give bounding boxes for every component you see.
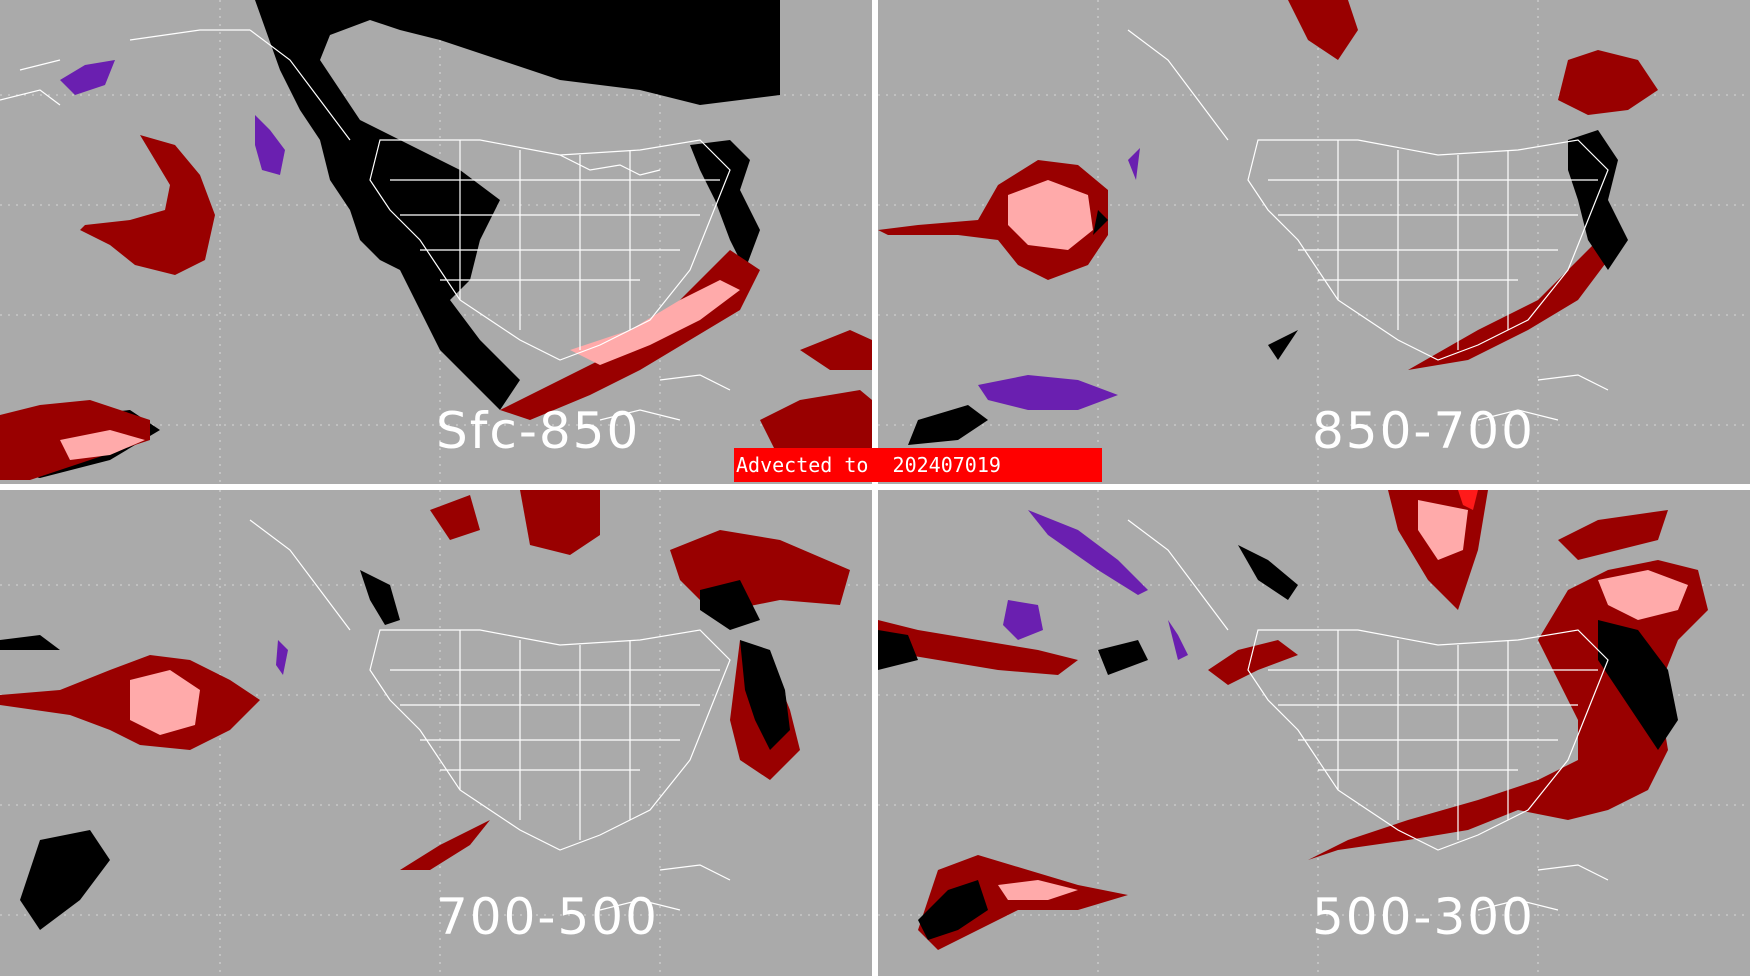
purple-region: [978, 148, 1140, 410]
black-region: [908, 130, 1628, 445]
map-canvas: [878, 0, 1750, 484]
graticule: [878, 490, 1750, 976]
bright-red-region: [1458, 490, 1478, 510]
purple-region: [1003, 510, 1188, 660]
map-boundaries: [1127, 519, 1609, 911]
map-boundaries: [0, 29, 731, 421]
pink-region: [1008, 180, 1093, 250]
pink-region: [130, 670, 200, 735]
black-region: [878, 545, 1678, 940]
map-panel-700-500: 700-500: [0, 490, 872, 976]
level-label: 700-500: [436, 888, 659, 946]
level-label: Sfc-850: [436, 402, 641, 460]
map-panel-sfc-850: Sfc-850: [0, 0, 872, 484]
map-boundaries: [249, 519, 731, 911]
advected-date-banner: Advected to 202407019: [734, 448, 1102, 482]
pink-region: [998, 500, 1688, 900]
map-panel-850-700: 850-700: [878, 0, 1750, 484]
purple-region: [276, 640, 288, 675]
level-label: 850-700: [1312, 402, 1535, 460]
map-boundaries: [1127, 29, 1609, 421]
purple-region: [60, 60, 285, 175]
map-panel-500-300: 500-300: [878, 490, 1750, 976]
dark-red-region: [878, 0, 1658, 370]
pink-region: [60, 280, 740, 460]
map-canvas: [878, 490, 1750, 976]
black-region: [0, 570, 790, 930]
level-label: 500-300: [1312, 888, 1535, 946]
map-canvas: [0, 490, 872, 976]
